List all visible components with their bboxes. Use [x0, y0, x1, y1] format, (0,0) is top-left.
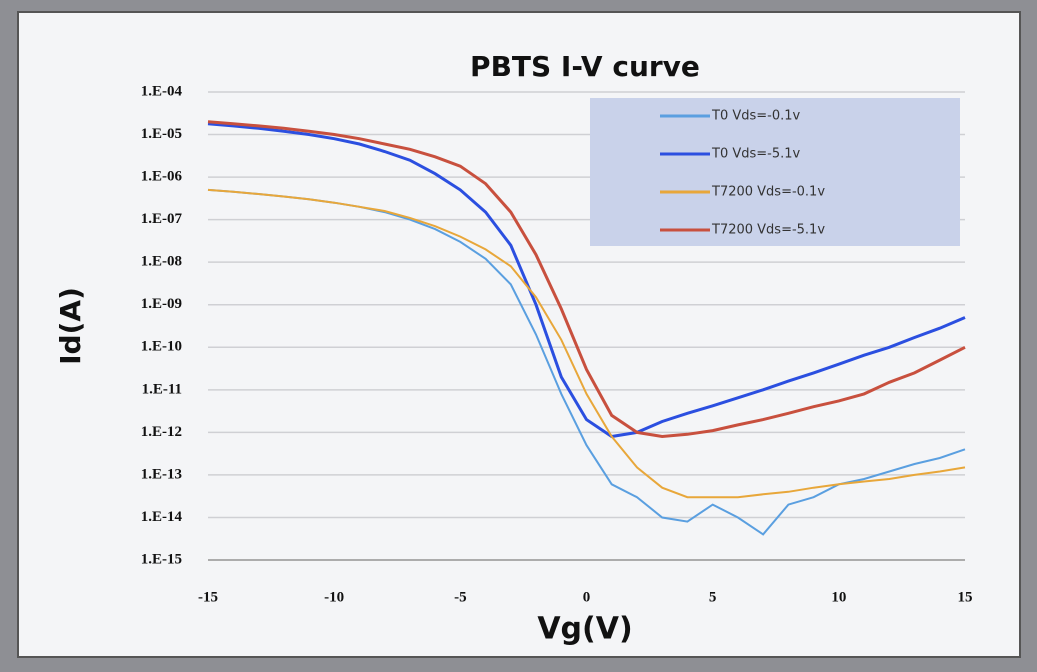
y-tick-label: 1.E-15: [141, 551, 182, 567]
y-axis-label: Id(A): [54, 287, 87, 365]
legend-label: T0 Vds=-0.1v: [711, 109, 801, 124]
y-tick-label: 1.E-14: [141, 509, 183, 525]
x-tick-label: 0: [583, 589, 591, 605]
y-tick-label: 1.E-08: [141, 254, 182, 270]
x-axis-label: Vg(V): [537, 612, 632, 647]
y-tick-label: 1.E-11: [142, 381, 182, 397]
y-tick-label: 1.E-06: [141, 169, 183, 185]
y-tick-label: 1.E-09: [141, 296, 182, 312]
legend-label: T7200 Vds=-0.1v: [711, 185, 825, 200]
y-tick-label: 1.E-05: [141, 126, 182, 142]
legend-label: T7200 Vds=-5.1v: [711, 223, 825, 238]
x-tick-label: 10: [831, 589, 846, 605]
legend-box: [590, 98, 960, 246]
legend-label: T0 Vds=-5.1v: [711, 147, 801, 162]
y-tick-label: 1.E-12: [141, 424, 182, 440]
series-line: [207, 120, 966, 439]
x-tick-label: -15: [198, 589, 218, 605]
series-line: [207, 188, 966, 499]
x-tick-label: -10: [324, 589, 344, 605]
x-tick-label: 15: [958, 589, 973, 605]
x-tick-label: -5: [454, 589, 467, 605]
x-tick-label: 5: [709, 589, 717, 605]
y-tick-label: 1.E-04: [141, 83, 183, 99]
y-tick-label: 1.E-07: [141, 211, 183, 227]
y-tick-label: 1.E-13: [141, 466, 182, 482]
chart-title: PBTS I-V curve: [470, 50, 700, 83]
y-tick-label: 1.E-10: [141, 339, 182, 355]
series-line: [207, 122, 966, 439]
